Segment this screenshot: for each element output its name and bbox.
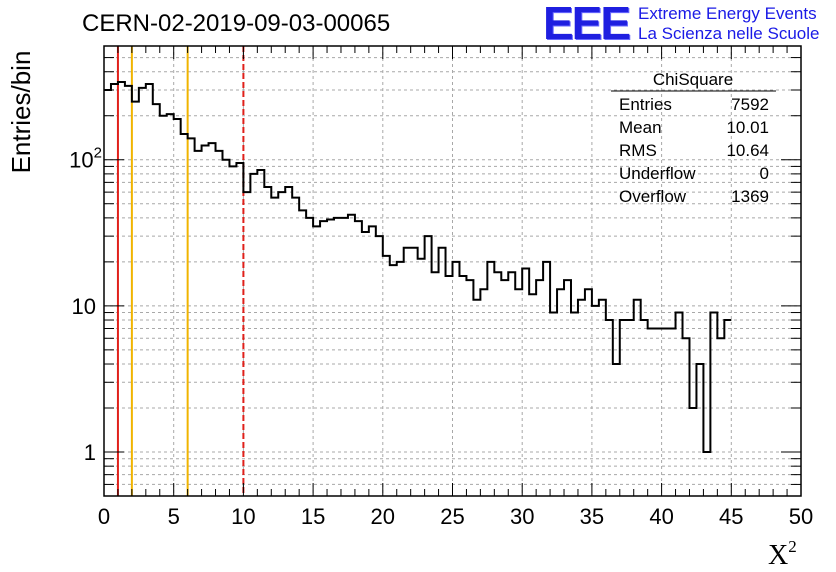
x-axis: 0 5 10 15 20 25 30 35 40 45 50 [98,46,813,529]
stats-row-value: 0 [760,164,769,183]
stats-row-value: 7592 [731,95,769,114]
x-tick-label: 35 [580,504,604,529]
x-tick-label: 0 [98,504,110,529]
y-tick-label: 1 [84,440,96,465]
stats-row-label: RMS [619,141,657,160]
x-tick-label: 45 [719,504,743,529]
x-axis-title: X2 [768,537,797,571]
x-tick-label: 15 [301,504,325,529]
stats-box: ChiSquare Entries 7592 Mean 10.01 RMS 10.64 Un… [611,70,776,206]
stats-box-title: ChiSquare [653,70,733,89]
stats-row-value: 10.01 [726,118,769,137]
chart-title: CERN-02-2019-09-03-00065 [82,10,391,37]
stats-row-label: Overflow [619,187,687,206]
stats-row-label: Entries [619,95,672,114]
y-tick-label: 102 [69,145,102,173]
x-tick-label: 5 [168,504,180,529]
x-axis-title-superscript: 2 [788,537,797,556]
x-tick-label: 20 [371,504,395,529]
x-axis-title-base: X [768,540,788,571]
eee-logo: EEE Extreme Energy Events La Scienza nel… [543,0,833,49]
y-axis-title: Entries/bin [6,51,36,174]
x-tick-label: 10 [231,504,255,529]
x-tick-label: 50 [789,504,813,529]
x-tick-label: 40 [649,504,673,529]
stats-row-label: Underflow [619,164,696,183]
logo-mark: EEE [543,0,631,49]
logo-line-2: La Scienza nelle Scuole [638,24,820,43]
threshold-lines [116,46,245,496]
x-tick-label: 25 [440,504,464,529]
stats-row-value: 1369 [731,187,769,206]
stats-row-label: Mean [619,118,662,137]
x-tick-label: 30 [510,504,534,529]
stats-box-rows: Entries 7592 Mean 10.01 RMS 10.64 Underflow 0 Ov… [619,95,769,206]
stats-row-value: 10.64 [726,141,769,160]
y-axis: 1 10 102 [69,45,801,497]
logo-line-1: Extreme Energy Events [638,4,817,23]
histogram-outline [104,81,732,454]
y-tick-label: 10 [72,294,96,319]
histogram-series [104,81,732,454]
